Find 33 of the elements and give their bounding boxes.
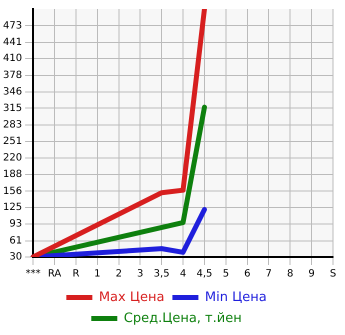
y-tick-label: 251 <box>2 136 22 148</box>
x-tick-label: 4,5 <box>196 268 212 280</box>
legend-label: Max Цена <box>98 290 164 305</box>
y-tick-label: 61 <box>9 235 22 246</box>
y-tick-label: 315 <box>2 102 22 114</box>
x-tick-label: *** <box>26 268 41 280</box>
x-tick-label: 4 <box>180 268 186 280</box>
y-tick-label: 220 <box>2 152 22 164</box>
legend-label: Сред.Цена, т.йен <box>124 310 242 326</box>
y-tick-label: 93 <box>9 218 22 230</box>
y-tick-label: 473 <box>2 20 22 32</box>
x-tick-label: 9 <box>308 268 315 280</box>
y-tick-label: 30 <box>9 252 22 263</box>
y-tick-label: 346 <box>2 86 22 98</box>
y-tick-label: 441 <box>2 37 22 48</box>
x-tick-label: 3,5 <box>154 268 170 280</box>
x-tick-label: 2 <box>116 268 122 280</box>
x-tick-label: R <box>72 268 80 280</box>
x-tick-label: 8 <box>286 268 294 280</box>
y-tick-label: 410 <box>2 53 22 64</box>
x-tick-label: 7 <box>266 268 272 280</box>
y-tick-label: 156 <box>2 186 22 197</box>
y-tick-label: 283 <box>2 120 22 130</box>
legend-label: Min Цена <box>204 290 267 305</box>
y-tick-label: 125 <box>2 202 22 213</box>
x-tick-label: RA <box>48 268 62 280</box>
y-tick-label: 188 <box>2 169 22 180</box>
x-tick-label: 5 <box>222 268 230 280</box>
x-tick-label: 6 <box>244 268 250 280</box>
x-tick-label: 1 <box>94 268 101 280</box>
x-tick-label: 3 <box>137 268 144 280</box>
y-tick-label: 378 <box>2 70 22 81</box>
x-tick-label: S <box>330 268 336 280</box>
